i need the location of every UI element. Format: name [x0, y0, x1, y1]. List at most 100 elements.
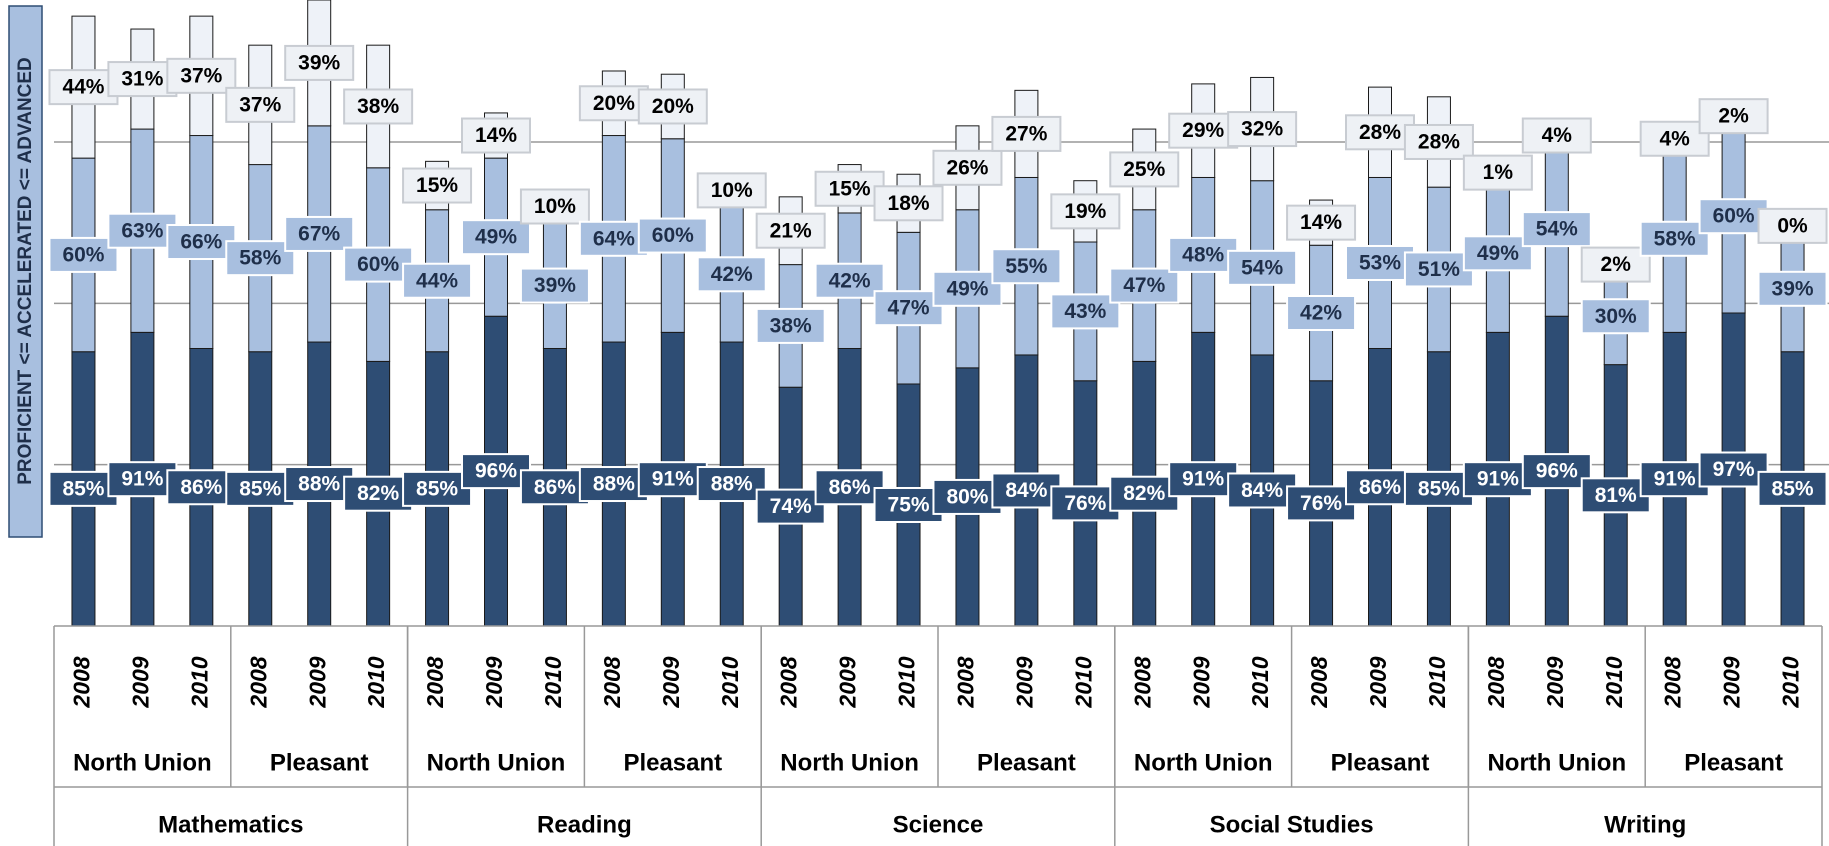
data-label: 84%	[1241, 479, 1283, 502]
x-tick-label: 2009	[1542, 656, 1568, 708]
district-label: North Union	[427, 749, 566, 776]
data-label-box	[107, 461, 178, 498]
data-label-box	[519, 188, 590, 225]
data-label-box	[1580, 298, 1651, 335]
data-label: 76%	[1300, 492, 1342, 515]
x-tick-label: 2008	[1483, 656, 1509, 708]
data-label: 28%	[1418, 131, 1460, 154]
data-label: 31%	[121, 68, 163, 91]
x-tick-label: 2009	[658, 656, 684, 708]
data-label-box	[932, 478, 1003, 515]
subject-label: Reading	[537, 811, 632, 838]
x-tick-label: 2008	[69, 656, 95, 708]
data-label: 1%	[1483, 161, 1514, 184]
data-label: 37%	[180, 64, 222, 87]
data-label: 4%	[1542, 124, 1573, 147]
data-label-box	[1521, 453, 1592, 490]
data-label: 42%	[1300, 302, 1342, 325]
data-label: 38%	[770, 314, 812, 337]
data-label: 58%	[239, 247, 281, 270]
data-label: 74%	[770, 495, 812, 518]
data-label-box	[225, 86, 296, 123]
district-label: North Union	[780, 749, 919, 776]
data-label-box	[1698, 451, 1769, 488]
data-label: 60%	[652, 224, 694, 247]
data-label: 97%	[1713, 458, 1755, 481]
data-label-box	[1227, 249, 1298, 286]
data-label: 10%	[534, 195, 576, 218]
data-label: 44%	[416, 269, 458, 292]
data-label: 55%	[1005, 255, 1047, 278]
data-label: 60%	[357, 253, 399, 276]
data-label-box	[166, 224, 237, 261]
x-tick-label: 2009	[1365, 656, 1391, 708]
data-label-box	[696, 172, 767, 209]
data-label: 51%	[1418, 258, 1460, 281]
data-label-box	[578, 466, 649, 503]
data-label: 86%	[534, 476, 576, 499]
x-tick-label: 2010	[540, 656, 566, 708]
data-label-box	[1286, 295, 1357, 331]
data-label-box	[343, 88, 414, 125]
data-label-box	[1109, 267, 1180, 304]
data-label-box	[402, 167, 473, 204]
data-label: 25%	[1123, 158, 1165, 181]
data-label: 2%	[1718, 105, 1749, 128]
data-label-box	[1050, 193, 1121, 230]
data-label: 39%	[1772, 277, 1814, 300]
data-label-box	[284, 44, 355, 81]
data-label-box	[755, 212, 826, 249]
data-label-box	[991, 248, 1062, 285]
data-label: 88%	[593, 473, 635, 496]
data-label: 60%	[1713, 205, 1755, 228]
data-label: 20%	[593, 92, 635, 115]
data-label: 91%	[1477, 468, 1519, 491]
x-tick-label: 2008	[1129, 656, 1155, 708]
data-label-box	[1698, 98, 1769, 135]
x-tick-label: 2009	[1188, 656, 1214, 708]
data-label: 85%	[1418, 477, 1460, 500]
data-label: 85%	[239, 477, 281, 500]
data-label: 0%	[1777, 214, 1808, 237]
data-label: 75%	[888, 494, 930, 517]
data-label-box	[1639, 220, 1710, 257]
data-label: 58%	[1654, 227, 1696, 250]
data-label-box	[1521, 117, 1592, 154]
data-label-box	[932, 149, 1003, 186]
data-label-box	[1050, 293, 1121, 330]
data-label-box	[343, 475, 414, 512]
data-label: 43%	[1064, 300, 1106, 323]
x-tick-label: 2008	[245, 656, 271, 708]
x-tick-label: 2010	[1424, 656, 1450, 708]
x-tick-label: 2010	[717, 656, 743, 708]
data-label: 39%	[534, 274, 576, 297]
data-label: 14%	[1300, 211, 1342, 234]
data-label-box	[1757, 207, 1828, 244]
data-label-box	[225, 470, 296, 507]
x-tick-label: 2009	[835, 656, 861, 708]
district-label: North Union	[73, 749, 212, 776]
data-label: 19%	[1064, 200, 1106, 223]
data-label-box	[1345, 244, 1415, 281]
data-label-box	[991, 472, 1062, 509]
data-label-box	[1462, 154, 1533, 191]
data-label: 80%	[946, 485, 988, 508]
x-tick-label: 2010	[363, 656, 389, 708]
data-label: 54%	[1241, 256, 1283, 279]
data-label: 44%	[62, 76, 104, 99]
data-label: 18%	[888, 192, 930, 215]
data-label: 15%	[416, 174, 458, 197]
data-label: 26%	[946, 156, 988, 179]
data-label: 88%	[298, 473, 340, 496]
data-label-box	[873, 185, 944, 222]
data-label-box	[814, 469, 885, 506]
data-label-box	[461, 117, 531, 154]
data-label-box	[814, 170, 885, 207]
data-label-box	[1286, 204, 1357, 241]
data-label: 76%	[1064, 492, 1106, 515]
x-tick-label: 2010	[1247, 656, 1273, 708]
data-label: 91%	[1182, 468, 1224, 491]
x-tick-label: 2010	[1601, 656, 1627, 708]
x-tick-label: 2010	[894, 656, 920, 708]
data-label-box	[1639, 120, 1710, 157]
